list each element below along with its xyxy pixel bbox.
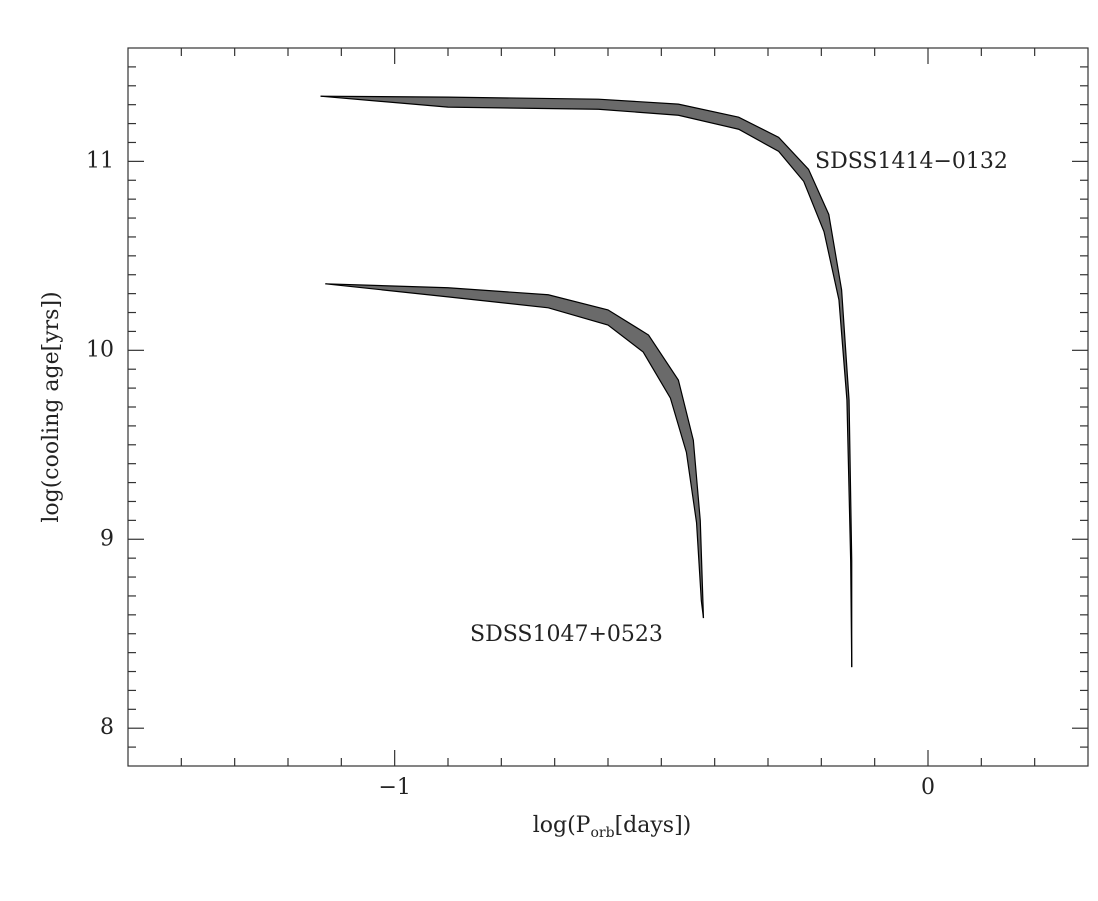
y-tick-label: 11	[86, 148, 114, 173]
series-label: SDSS1414−0132	[815, 149, 1008, 174]
series-label: SDSS1047+0523	[470, 622, 663, 647]
y-tick-label: 10	[86, 337, 114, 362]
x-axis-label-part: log(P	[533, 813, 591, 838]
y-tick-label: 8	[100, 715, 114, 740]
band-edge	[320, 95, 853, 668]
y-tick-label: 9	[100, 526, 114, 551]
band-area	[320, 96, 852, 668]
band-edge	[320, 95, 853, 668]
x-axis-label: log(Porb[days])	[533, 813, 692, 841]
x-axis-label-subscript: orb	[590, 825, 614, 841]
band-edge	[325, 283, 705, 619]
x-tick-label: 0	[921, 775, 935, 800]
x-axis-label-part: [days])	[615, 813, 692, 838]
band-edge	[325, 283, 705, 619]
y-axis-label: log(cooling age[yrs])	[39, 291, 64, 522]
x-tick-label: −1	[378, 775, 410, 800]
